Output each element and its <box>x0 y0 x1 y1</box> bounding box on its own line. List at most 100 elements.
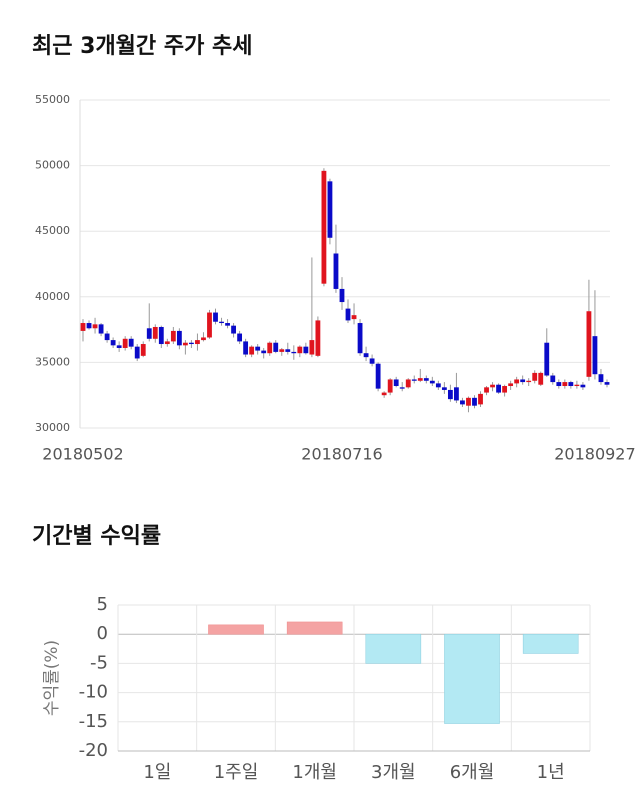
candle-body <box>351 315 357 320</box>
candle-body <box>490 384 495 388</box>
candle-body <box>291 351 297 354</box>
candle-body <box>544 342 550 376</box>
y-axis-label: 수익률(%) <box>42 640 62 716</box>
candle-body <box>189 342 194 345</box>
candle-body <box>116 345 122 348</box>
candle-body <box>357 323 363 354</box>
candle-body <box>447 389 453 400</box>
y-tick-label: 30000 <box>35 421 70 434</box>
x-tick-label: 20180927 <box>554 445 635 464</box>
candle-body <box>110 340 116 346</box>
y-tick-label: -10 <box>79 682 108 703</box>
candle-body <box>502 386 508 393</box>
candle-body <box>429 380 435 384</box>
candle-body <box>526 380 532 383</box>
candle-body <box>261 350 267 354</box>
candle-body <box>405 379 411 388</box>
candle-body <box>309 340 315 355</box>
candle-body <box>297 346 303 354</box>
y-tick-label: 35000 <box>35 355 70 368</box>
candle-body <box>333 253 339 289</box>
candle-body <box>562 382 568 387</box>
candle-body <box>478 393 483 405</box>
candle-body <box>574 384 580 387</box>
candle-body <box>556 382 562 387</box>
y-tick-label: -5 <box>90 652 108 673</box>
candle-body <box>417 378 423 381</box>
candle-body <box>315 320 321 356</box>
candle-body <box>363 353 369 358</box>
candle-body <box>267 342 273 354</box>
candle-body <box>532 372 538 381</box>
bar <box>286 621 343 635</box>
candle-body <box>285 349 291 352</box>
candle-body <box>152 326 158 339</box>
candle-body <box>520 379 526 383</box>
candle-body <box>327 181 333 238</box>
y-tick-label: -20 <box>79 740 108 761</box>
bar <box>522 633 579 654</box>
candle-body <box>508 383 514 387</box>
candle-body <box>279 349 285 352</box>
candle-body <box>86 323 92 329</box>
y-tick-label: 55000 <box>35 93 70 106</box>
candle-body <box>393 379 399 387</box>
candle-body <box>225 323 230 326</box>
candle-body <box>339 288 345 303</box>
candle-body <box>104 333 110 341</box>
candle-body <box>273 342 279 352</box>
candle-body <box>496 384 501 393</box>
candle-body <box>345 308 351 321</box>
candle-body <box>140 344 146 356</box>
candle-body <box>158 326 164 345</box>
candle-body <box>580 384 586 388</box>
candle-body <box>514 379 520 384</box>
candle-body <box>146 328 152 339</box>
candle-body <box>170 330 176 342</box>
candle-body <box>484 387 489 393</box>
candle-body <box>387 379 393 393</box>
candle-body <box>80 323 86 331</box>
bar <box>208 624 264 635</box>
x-tick-label: 1주일 <box>214 762 259 783</box>
candle-body <box>472 397 477 406</box>
candle-body <box>231 325 236 334</box>
candle-body <box>466 397 471 406</box>
candle-body <box>98 324 104 334</box>
candle-body <box>369 358 375 364</box>
candle-body <box>568 382 574 387</box>
candle-body <box>441 387 447 390</box>
x-tick-label: 1일 <box>143 762 171 783</box>
chart-title: 최근 3개월간 주가 추세 <box>32 34 252 59</box>
candle-body <box>182 342 188 346</box>
y-tick-label: 50000 <box>35 159 70 172</box>
candle-body <box>237 333 243 342</box>
candle-body <box>381 392 387 396</box>
candle-body <box>454 387 459 401</box>
candle-body <box>321 170 327 284</box>
candle-body <box>435 383 441 388</box>
candle-body <box>375 363 381 389</box>
candle-body <box>592 336 598 375</box>
x-tick-label: 20180502 <box>42 445 123 464</box>
candle-body <box>598 374 604 383</box>
candle-body <box>92 324 98 329</box>
x-tick-label: 6개월 <box>450 762 495 783</box>
candle-body <box>255 346 261 351</box>
x-tick-label: 1년 <box>537 762 565 783</box>
y-tick-label: 0 <box>97 623 108 644</box>
candle-body <box>586 311 592 377</box>
candle-body <box>164 341 170 345</box>
candle-body <box>604 382 610 385</box>
candle-body <box>411 379 417 381</box>
candle-body <box>201 337 206 341</box>
x-tick-label: 1개월 <box>292 762 337 783</box>
y-tick-label: 5 <box>97 594 108 615</box>
candle-body <box>249 346 255 355</box>
candle-body <box>195 340 200 345</box>
bar <box>444 633 500 724</box>
bar <box>365 633 422 664</box>
candle-body <box>550 375 556 383</box>
candle-body <box>460 400 465 405</box>
